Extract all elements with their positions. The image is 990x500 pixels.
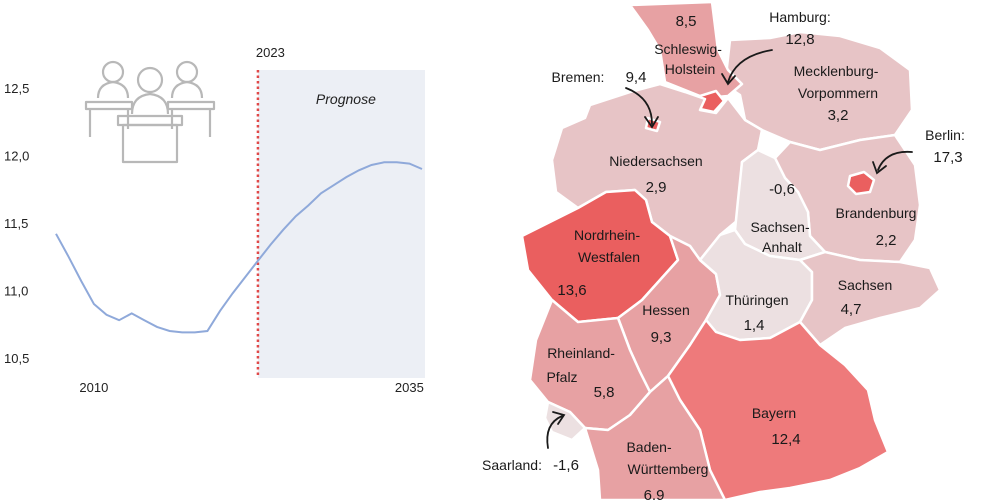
label-brandenburg: Brandenburg: [836, 205, 917, 221]
label-rheinland-pfalz: Rheinland- Pfalz: [546, 345, 618, 385]
label-value-nordrhein-westfalen: 13,6: [557, 282, 586, 299]
label-value-hessen: 9,3: [651, 329, 672, 346]
label-value-thueringen: 1,4: [744, 317, 765, 334]
arrow-head: [721, 73, 736, 86]
label-line: Nordrhein-: [574, 227, 640, 243]
forecast-area: [257, 70, 425, 378]
region-sachsen: [798, 250, 942, 347]
germany-map: 8,5 Schleswig- Holstein Hamburg: 12,8 Br…: [482, 0, 965, 500]
arrow-head: [644, 116, 659, 129]
x-axis: 2010 2035: [79, 380, 423, 395]
classroom-icon: [84, 60, 216, 164]
y-tick-label: 12,5: [4, 81, 29, 96]
label-line: Pfalz: [546, 369, 577, 385]
label-line: Westfalen: [578, 249, 640, 265]
label-line: Anhalt: [762, 239, 802, 255]
arrow-head: [552, 411, 566, 425]
region-baden-wuerttemberg: [583, 374, 727, 500]
label-line: Mecklenburg-: [794, 63, 879, 79]
label-niedersachsen: Niedersachsen: [609, 153, 702, 169]
region-saarland: [543, 400, 587, 442]
label-berlin: Berlin:: [925, 127, 965, 143]
arrow-saarland: [546, 415, 563, 449]
region-niedersachsen: [550, 82, 764, 262]
label-line: Schleswig-: [654, 41, 722, 57]
label-sachsen-anhalt: Sachsen- Anhalt: [750, 219, 813, 255]
label-thueringen: Thüringen: [725, 292, 788, 308]
label-value-bayern: 12,4: [771, 431, 800, 448]
y-tick-label: 11,5: [4, 216, 28, 231]
line-chart: 10,5 11,0 11,5 12,0 12,5 2010 2035 2023 Progn…: [4, 45, 425, 395]
label-line: Sachsen-: [750, 219, 809, 235]
label-nordrhein-westfalen: Nordrhein- Westfalen: [574, 227, 644, 265]
label-value-mecklenburg-vorpommern: 3,2: [828, 107, 849, 124]
label-value-sachsen-anhalt: -0,6: [769, 181, 795, 198]
forecast-label: Prognose: [316, 91, 376, 107]
label-line: Rheinland-: [547, 345, 615, 361]
label-value-rheinland-pfalz: 5,8: [594, 384, 615, 401]
x-tick-label: 2010: [79, 380, 108, 395]
label-mecklenburg-vorpommern: Mecklenburg- Vorpommern: [794, 63, 883, 101]
year-marker-label: 2023: [256, 45, 285, 60]
y-tick-label: 10,5: [4, 351, 29, 366]
x-tick-label: 2035: [395, 380, 424, 395]
label-line: Baden-: [626, 439, 671, 455]
label-baden-wuerttemberg: Baden- Württemberg: [626, 439, 708, 477]
label-value-bremen: 9,4: [626, 69, 647, 86]
label-value-baden-wuerttemberg: 6,9: [644, 487, 665, 500]
label-value-berlin: 17,3: [933, 149, 962, 166]
label-saarland: Saarland:: [482, 457, 542, 473]
region-berlin: [846, 170, 876, 196]
label-line: Württemberg: [628, 461, 709, 477]
label-bremen: Bremen:: [552, 69, 605, 85]
y-tick-label: 11,0: [4, 284, 28, 299]
label-value-niedersachsen: 2,9: [646, 179, 667, 196]
label-bayern: Bayern: [752, 405, 796, 421]
series-line: [55, 161, 423, 334]
label-line: Vorpommern: [798, 85, 878, 101]
y-tick-label: 12,0: [4, 149, 29, 164]
arrow-hamburg: [727, 49, 773, 83]
label-value-schleswig-holstein: 8,5: [676, 13, 697, 30]
arrow-head: [872, 161, 887, 175]
label-value-brandenburg: 2,2: [876, 232, 897, 249]
label-hessen: Hessen: [642, 302, 689, 318]
label-line: Holstein: [665, 61, 716, 77]
label-value-saarland: -1,6: [553, 457, 579, 474]
arrow-berlin: [877, 150, 913, 171]
label-value-hamburg: 12,8: [785, 31, 814, 48]
label-schleswig-holstein: Schleswig- Holstein: [654, 41, 726, 77]
label-value-sachsen: 4,7: [841, 301, 862, 318]
y-axis: 10,5 11,0 11,5 12,0 12,5: [4, 81, 29, 366]
arrow-bremen: [625, 87, 653, 125]
label-hamburg: Hamburg:: [769, 9, 830, 25]
label-sachsen: Sachsen: [838, 277, 892, 293]
